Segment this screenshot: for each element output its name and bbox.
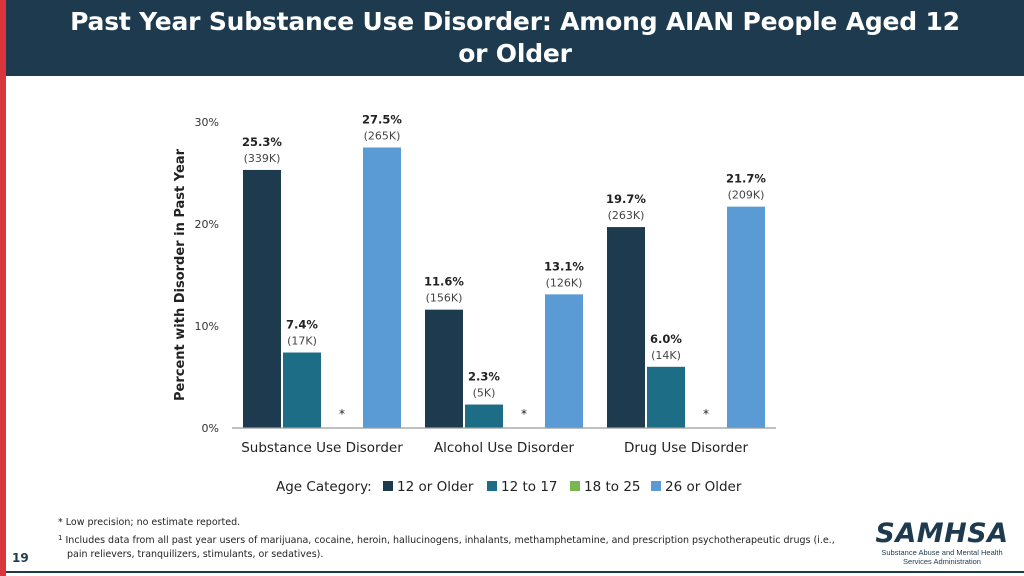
bar-value-label: 21.7% xyxy=(726,172,766,186)
bar xyxy=(243,169,281,428)
footnote-drug-definition-text: Includes data from all past year users o… xyxy=(65,535,835,560)
legend-label: 12 or Older xyxy=(397,479,474,495)
y-tick-label: 30% xyxy=(195,116,219,129)
bar-value-label: 25.3% xyxy=(242,135,282,149)
bar-value-label: 11.6% xyxy=(424,275,464,289)
slide-header: Past Year Substance Use Disorder: Among … xyxy=(6,0,1024,76)
legend-swatch xyxy=(651,481,661,491)
category-label: Drug Use Disorder xyxy=(624,440,749,456)
bar-count-label: (5K) xyxy=(473,387,496,400)
bar-count-label: (17K) xyxy=(287,335,317,348)
bar xyxy=(607,227,645,428)
accent-bar xyxy=(0,0,6,576)
suppressed-marker: * xyxy=(703,407,709,421)
suppressed-marker: * xyxy=(339,407,345,421)
footnotes: * Low precision; no estimate reported. 1… xyxy=(58,516,848,563)
bar xyxy=(727,206,765,428)
page-number: 19 xyxy=(12,551,29,565)
footnote-low-precision: * Low precision; no estimate reported. xyxy=(58,517,241,528)
logo-wordmark: SAMHSA xyxy=(875,518,1009,549)
y-tick-label: 10% xyxy=(195,320,219,333)
category-label: Alcohol Use Disorder xyxy=(434,440,575,456)
bar xyxy=(363,147,401,428)
legend-label: 26 or Older xyxy=(665,479,742,495)
bar xyxy=(465,404,503,428)
bar-count-label: (156K) xyxy=(426,292,463,305)
legend-swatch xyxy=(570,481,580,491)
bar xyxy=(283,352,321,428)
bar-value-label: 27.5% xyxy=(362,113,402,127)
bar xyxy=(647,366,685,428)
y-tick-label: 0% xyxy=(202,422,219,435)
bottom-divider xyxy=(6,571,1024,573)
logo-subtitle-line1: Substance Abuse and Mental Health xyxy=(881,548,1003,557)
legend-swatch xyxy=(383,481,393,491)
bar-count-label: (265K) xyxy=(364,130,401,143)
bar-value-label: 2.3% xyxy=(468,370,500,384)
bar-count-label: (263K) xyxy=(608,209,645,222)
bar xyxy=(545,294,583,428)
legend-swatch xyxy=(487,481,497,491)
bar-count-label: (209K) xyxy=(728,189,765,202)
y-axis-title: Percent with Disorder in Past Year xyxy=(173,148,188,401)
footnote-marker: 1 xyxy=(58,534,63,542)
category-label: Substance Use Disorder xyxy=(241,440,403,456)
legend-label: 12 to 17 xyxy=(501,479,558,495)
y-tick-label: 20% xyxy=(195,218,219,231)
bar-value-label: 19.7% xyxy=(606,192,646,206)
bar-count-label: (126K) xyxy=(546,276,583,289)
bar-count-label: (339K) xyxy=(244,152,281,165)
footnote-drug-definition: 1 Includes data from all past year users… xyxy=(58,531,848,562)
bar-value-label: 13.1% xyxy=(544,259,584,273)
suppressed-marker: * xyxy=(521,407,527,421)
bar-value-label: 6.0% xyxy=(650,332,682,346)
legend-label: 18 to 25 xyxy=(584,479,641,495)
samhsa-logo: SAMHSA Substance Abuse and Mental Health… xyxy=(872,518,1012,567)
bar-count-label: (14K) xyxy=(651,349,681,362)
bar-value-label: 7.4% xyxy=(286,318,318,332)
bar xyxy=(425,309,463,428)
slide-title: Past Year Substance Use Disorder: Among … xyxy=(70,7,960,68)
legend-title: Age Category: xyxy=(276,479,372,495)
logo-subtitle-line2: Services Administration xyxy=(903,557,981,566)
